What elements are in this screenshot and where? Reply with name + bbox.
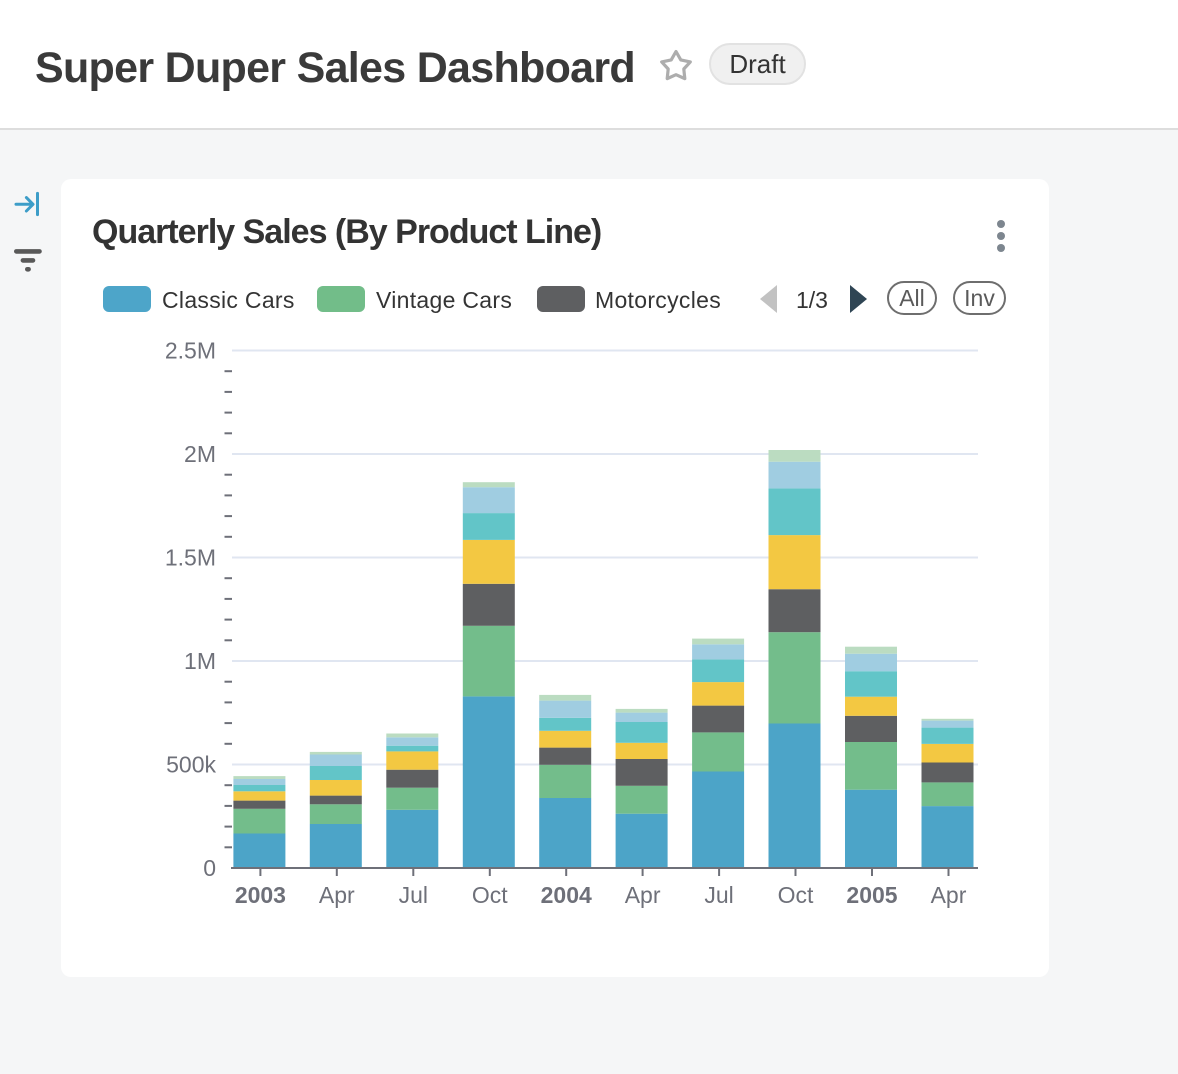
svg-text:Apr: Apr xyxy=(625,882,661,908)
svg-text:Jul: Jul xyxy=(704,882,733,908)
svg-text:Oct: Oct xyxy=(472,882,508,908)
svg-text:2M: 2M xyxy=(184,441,216,467)
svg-text:Jul: Jul xyxy=(399,882,428,908)
svg-text:2003: 2003 xyxy=(235,882,286,908)
svg-text:Apr: Apr xyxy=(319,882,355,908)
svg-text:2004: 2004 xyxy=(541,882,592,908)
svg-text:Apr: Apr xyxy=(931,882,967,908)
svg-text:1.5M: 1.5M xyxy=(165,545,216,571)
svg-text:0: 0 xyxy=(203,855,216,881)
svg-text:1M: 1M xyxy=(184,648,216,674)
svg-text:2.5M: 2.5M xyxy=(165,338,216,364)
svg-text:500k: 500k xyxy=(166,752,216,778)
svg-text:Oct: Oct xyxy=(778,882,814,908)
svg-text:2005: 2005 xyxy=(846,882,897,908)
